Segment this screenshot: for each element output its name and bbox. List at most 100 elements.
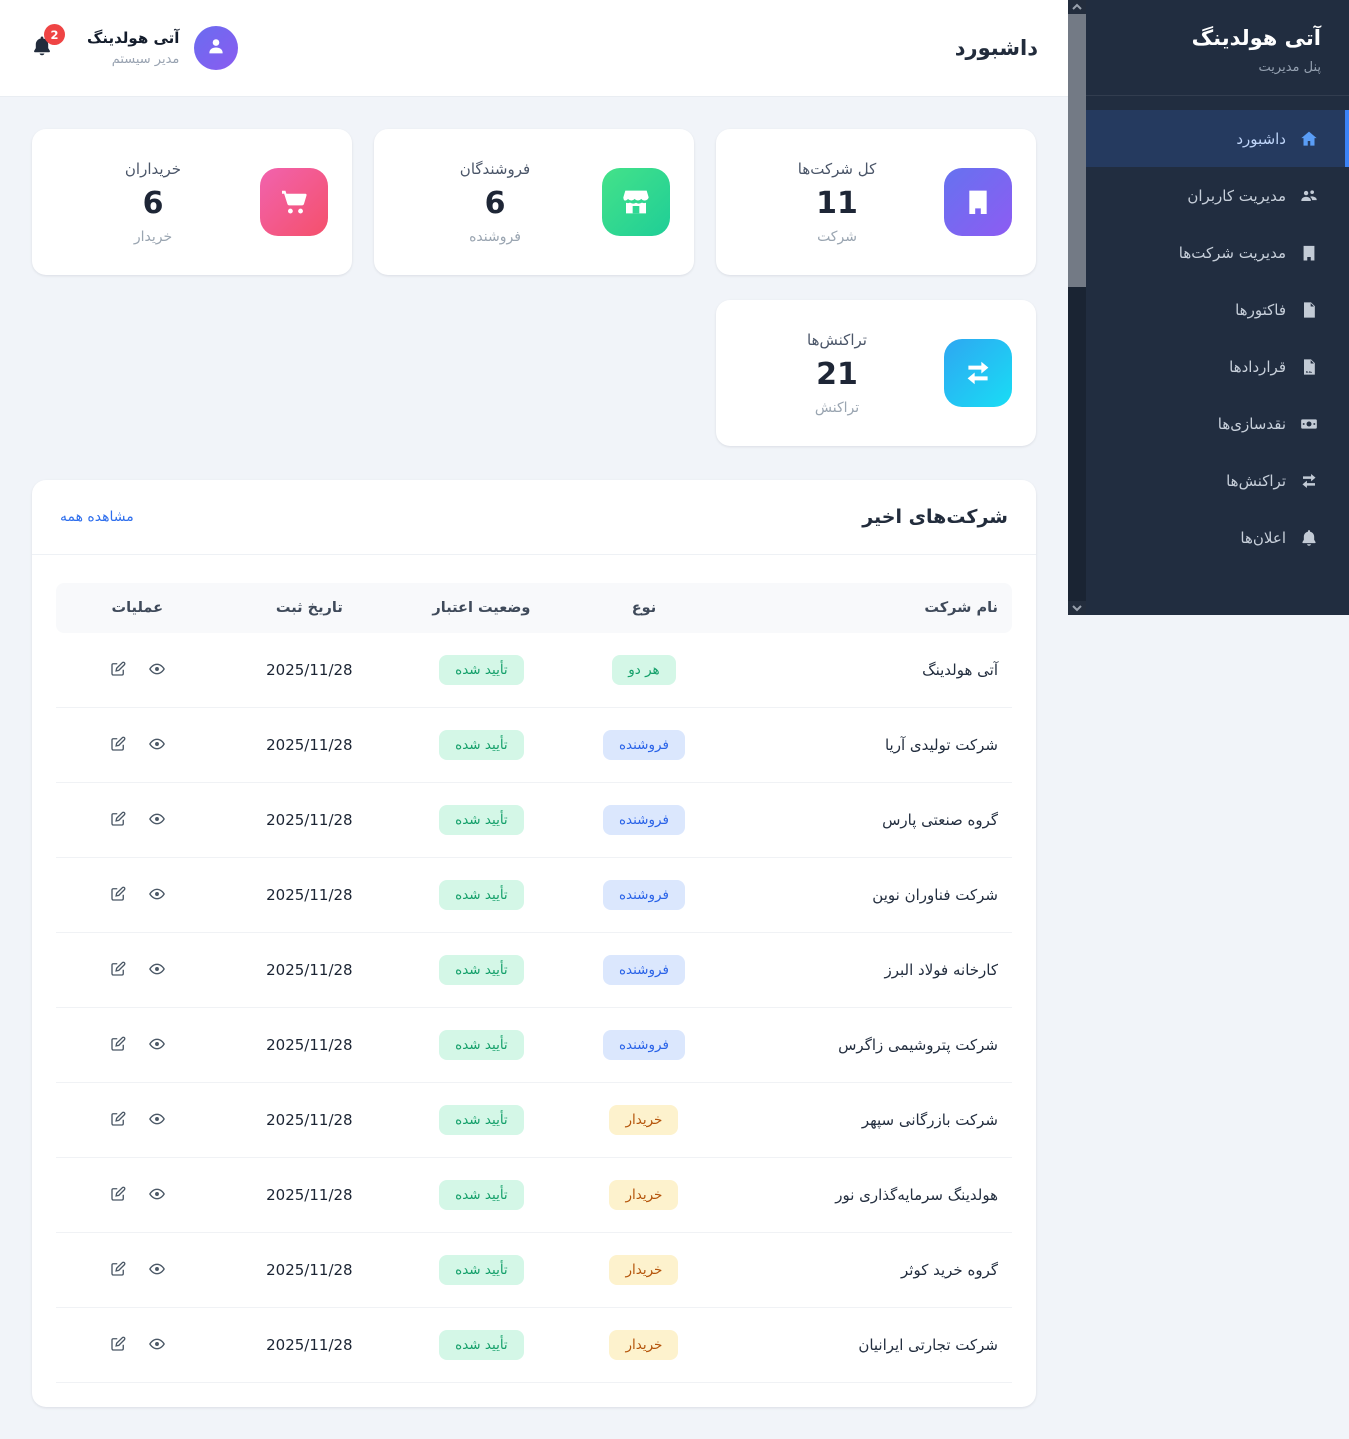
user-name: آتی هولدینگ [87,29,180,47]
recent-companies-header: شرکت‌های اخیر مشاهده همه [32,480,1036,555]
stat-value: 6 [142,185,164,221]
type-badge: خریدار [609,1105,679,1135]
table-row: کارخانه فولاد البرز فروشنده تأیید شده 20… [56,932,1012,1008]
stat-unit: شرکت [817,228,857,245]
status-badge: تأیید شده [439,1330,524,1360]
companies-table: نام شرکت نوع وضعیت اعتبار تاریخ ثبت عملی… [56,583,1012,1383]
view-button[interactable] [148,660,166,681]
registration-date-cell: 2025/11/28 [218,932,401,1008]
company-name-cell: کارخانه فولاد البرز [725,932,1012,1008]
status-badge: تأیید شده [439,730,524,760]
edit-button[interactable] [109,660,127,681]
scrollbar-down-arrow-icon[interactable] [1068,601,1086,615]
eye-icon [148,1185,166,1206]
type-badge: فروشنده [602,1030,685,1060]
registration-date-cell: 2025/11/28 [218,1307,401,1383]
edit-button[interactable] [109,1335,127,1356]
sidebar-scrollbar[interactable] [1068,0,1086,615]
scrollbar-thumb[interactable] [1068,14,1086,287]
sidebar-item-users[interactable]: مدیریت کاربران [1086,167,1349,224]
sidebar-item-liquidations[interactable]: نقدسازی‌ها [1086,395,1349,452]
company-name-cell: شرکت تولیدی آریا [725,707,1012,783]
edit-button[interactable] [109,1110,127,1131]
home-icon [1299,129,1319,149]
cash-icon [1299,414,1319,434]
notifications-button[interactable]: 2 [30,24,65,62]
table-row: گروه صنعتی پارس فروشنده تأیید شده 2025/1… [56,782,1012,858]
sidebar-item-contracts[interactable]: قراردادها [1086,338,1349,395]
sidebar-nav: داشبورد مدیریت کاربران مدیریت شرکت‌ها فا… [1086,96,1349,566]
registration-date-cell: 2025/11/28 [218,1007,401,1083]
registration-date-cell: 2025/11/28 [218,707,401,783]
edit-button[interactable] [109,885,127,906]
page-title: داشبورد [954,36,1038,60]
table-wrap: نام شرکت نوع وضعیت اعتبار تاریخ ثبت عملی… [32,555,1036,1407]
sidebar: آتی هولدینگ پنل مدیریت داشبورد مدیریت کا… [1086,0,1349,615]
sidebar-item-dashboard[interactable]: داشبورد [1086,110,1349,167]
table-row: شرکت فناوران نوین فروشنده تأیید شده 2025… [56,857,1012,933]
company-name-cell: گروه خرید کوثر [725,1232,1012,1308]
edit-button[interactable] [109,960,127,981]
type-badge: فروشنده [602,730,685,760]
view-button[interactable] [148,960,166,981]
table-row: هولدینگ سرمایه‌گذاری نور خریدار تأیید شد… [56,1157,1012,1233]
bell-icon [1299,528,1319,548]
topbar: داشبورد آتی هولدینگ مدیر سیستم 2 [0,0,1068,97]
sidebar-item-label: اعلان‌ها [1240,528,1286,547]
bell-icon [30,36,54,62]
view-button[interactable] [148,1185,166,1206]
building-icon [944,168,1012,236]
view-button[interactable] [148,810,166,831]
status-badge: تأیید شده [439,1255,524,1285]
stat-card-sellers: فروشندگان 6 فروشنده [374,129,694,275]
user-role: مدیر سیستم [111,52,180,67]
company-name-cell: شرکت تجارتی ایرانیان [725,1307,1012,1383]
registration-date-cell: 2025/11/28 [218,633,401,708]
col-company-name: نام شرکت [725,583,1012,633]
edit-icon [109,735,127,756]
stat-unit: خریدار [133,228,173,245]
exchange-icon [944,339,1012,407]
avatar[interactable] [194,26,239,70]
stat-card-transactions: تراکنش‌ها 21 تراکنش [716,300,1036,446]
sidebar-item-label: تراکنش‌ها [1226,471,1286,490]
main-area: داشبورد آتی هولدینگ مدیر سیستم 2 [0,0,1068,1407]
table-row: گروه خرید کوثر خریدار تأیید شده 2025/11/… [56,1232,1012,1308]
stat-card-buyers: خریداران 6 خریدار [32,129,352,275]
sidebar-item-notifications[interactable]: اعلان‌ها [1086,509,1349,566]
eye-icon [148,810,166,831]
edit-button[interactable] [109,1260,127,1281]
company-name-cell: هولدینگ سرمایه‌گذاری نور [725,1157,1012,1233]
eye-icon [148,885,166,906]
registration-date-cell: 2025/11/28 [218,1232,401,1308]
edit-button[interactable] [109,810,127,831]
status-badge: تأیید شده [439,1105,524,1135]
edit-icon [109,810,127,831]
scrollbar-up-arrow-icon[interactable] [1068,0,1086,14]
recent-companies-title: شرکت‌های اخیر [862,506,1008,528]
edit-button[interactable] [109,735,127,756]
status-badge: تأیید شده [439,1030,524,1060]
edit-button[interactable] [109,1035,127,1056]
edit-icon [109,1035,127,1056]
edit-button[interactable] [109,1185,127,1206]
view-all-link[interactable]: مشاهده همه [60,509,134,525]
eye-icon [148,1035,166,1056]
sidebar-item-invoices[interactable]: فاکتورها [1086,281,1349,338]
view-button[interactable] [148,735,166,756]
view-button[interactable] [148,1035,166,1056]
company-name-cell: شرکت پتروشیمی زاگرس [725,1007,1012,1083]
sidebar-item-label: قراردادها [1229,357,1286,376]
eye-icon [148,1335,166,1356]
view-button[interactable] [148,1110,166,1131]
type-badge: فروشنده [602,880,685,910]
table-header-row: نام شرکت نوع وضعیت اعتبار تاریخ ثبت عملی… [56,583,1012,633]
view-button[interactable] [148,1260,166,1281]
sidebar-item-companies[interactable]: مدیریت شرکت‌ها [1086,224,1349,281]
sidebar-item-transactions[interactable]: تراکنش‌ها [1086,452,1349,509]
company-name-cell: شرکت فناوران نوین [725,857,1012,933]
status-badge: تأیید شده [439,880,524,910]
view-button[interactable] [148,1335,166,1356]
stat-value: 6 [484,185,506,221]
view-button[interactable] [148,885,166,906]
